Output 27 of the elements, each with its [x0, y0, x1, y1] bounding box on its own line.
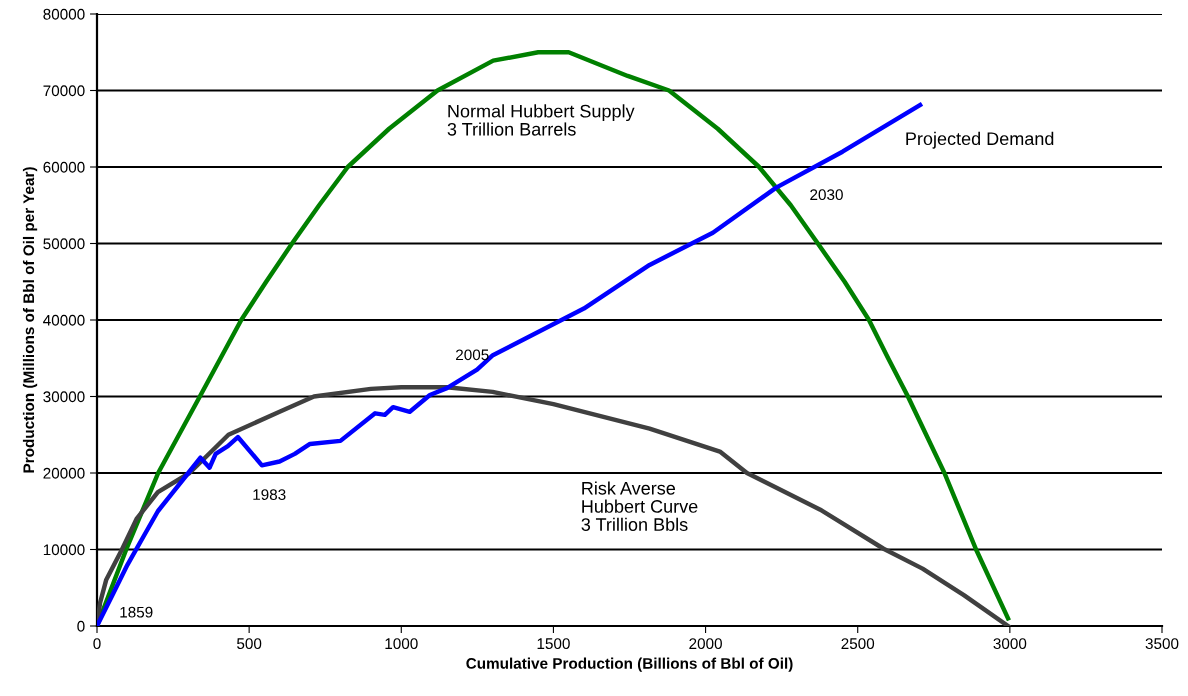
line-series	[97, 385, 1011, 626]
x-tick-label: 1500	[537, 638, 570, 650]
x-tick-label: 2000	[689, 638, 722, 650]
x-axis-title: Cumulative Production (Billions of Bbl of Oil)	[466, 657, 793, 672]
x-tick-label: 0	[93, 638, 101, 650]
annotation: 2030	[810, 189, 843, 201]
y-tick-label: 10000	[43, 544, 85, 556]
y-tick-label: 30000	[43, 391, 85, 403]
y-tick-label: 50000	[43, 238, 85, 250]
y-tick-label: 40000	[43, 314, 85, 326]
x-tick-label: 3000	[993, 638, 1027, 650]
annotation: 2005	[456, 349, 489, 361]
y-tick-label: 0	[77, 620, 85, 632]
y-axis-title: Production (Millions of Bbl of Oil per Year)	[22, 167, 38, 473]
series-label: Projected Demand	[906, 131, 1054, 149]
y-tick-label: 60000	[43, 161, 85, 173]
y-tick-label: 70000	[43, 85, 85, 97]
x-tick-label: 2500	[841, 638, 875, 650]
x-tick-label: 500	[237, 638, 262, 650]
x-tick-label: 1000	[385, 638, 418, 650]
series-label: Normal Hubbert Supply 3 Trillion Barrels	[447, 104, 635, 136]
y-tick-label: 20000	[43, 467, 85, 479]
annotation: 1983	[253, 489, 286, 501]
y-tick-label: 80000	[43, 8, 85, 20]
annotation: 1859	[120, 606, 153, 618]
x-tick-label: 3500	[1145, 638, 1179, 650]
series-label: Risk Averse Hubbert Curve 3 Trillion Bbls	[581, 481, 698, 531]
